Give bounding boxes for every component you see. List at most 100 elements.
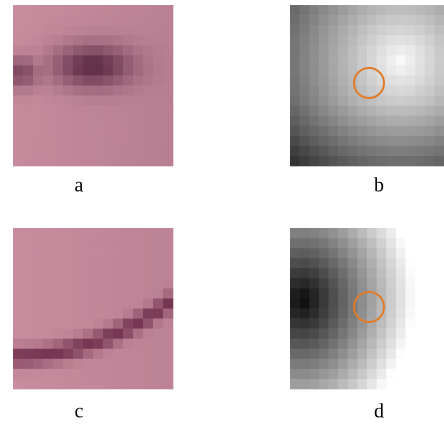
pixel <box>123 86 133 96</box>
pixel <box>93 298 103 308</box>
pixel <box>309 35 319 45</box>
pixel <box>406 35 416 45</box>
pixel <box>93 126 103 136</box>
pixel <box>113 298 123 308</box>
pixel <box>396 379 406 389</box>
pixel <box>300 25 310 35</box>
pixel <box>13 146 23 156</box>
pixel <box>73 116 83 126</box>
pixel <box>113 106 123 116</box>
pixel <box>396 5 406 15</box>
pixel <box>415 349 425 359</box>
pixel <box>133 379 143 389</box>
pixel <box>13 359 23 369</box>
pixel <box>43 5 53 15</box>
pixel <box>43 258 53 268</box>
pixel <box>103 349 113 359</box>
pixel <box>93 248 103 258</box>
pixel <box>386 359 396 369</box>
pixel <box>53 288 63 298</box>
pixel <box>300 309 310 319</box>
pixel <box>367 238 377 248</box>
pixel <box>415 146 425 156</box>
pixel <box>425 288 435 298</box>
pixel <box>309 329 319 339</box>
pixel <box>377 15 387 25</box>
pixel <box>415 45 425 55</box>
pixel <box>309 339 319 349</box>
pixel <box>319 278 329 288</box>
pixel <box>338 309 348 319</box>
panel-label: d <box>374 401 384 423</box>
pixel <box>425 359 435 369</box>
pixel <box>329 319 339 329</box>
pixel <box>23 298 33 308</box>
pixel <box>406 126 416 136</box>
pixel <box>309 156 319 166</box>
pixel <box>338 248 348 258</box>
pixel <box>367 349 377 359</box>
pixel <box>367 75 377 85</box>
pixel <box>33 86 43 96</box>
pixel <box>103 268 113 278</box>
pixel <box>367 146 377 156</box>
pixel <box>53 379 63 389</box>
pixel <box>83 86 93 96</box>
pixel <box>319 268 329 278</box>
pixel <box>300 15 310 25</box>
pixel <box>357 228 367 238</box>
pixel <box>386 278 396 288</box>
pixel <box>309 298 319 308</box>
pixel <box>386 298 396 308</box>
pixel <box>123 75 133 85</box>
pixel <box>33 379 43 389</box>
pixel <box>338 339 348 349</box>
pixel <box>113 359 123 369</box>
pixel <box>63 349 73 359</box>
pixel <box>63 248 73 258</box>
pixel <box>434 309 444 319</box>
pixel <box>153 288 163 298</box>
pixel <box>425 238 435 248</box>
pixel <box>23 288 33 298</box>
pixel <box>163 349 173 359</box>
pixel <box>133 106 143 116</box>
pixel <box>153 45 163 55</box>
pixel <box>113 156 123 166</box>
pixel <box>143 369 153 379</box>
pixel <box>434 116 444 126</box>
pixel <box>290 35 300 45</box>
pixel <box>396 238 406 248</box>
pixel <box>33 75 43 85</box>
pixel <box>309 126 319 136</box>
pixel <box>43 268 53 278</box>
pixel <box>133 15 143 25</box>
pixel <box>290 75 300 85</box>
pixel <box>367 156 377 166</box>
pixel <box>83 309 93 319</box>
pixel <box>123 5 133 15</box>
pixel <box>357 146 367 156</box>
pixel <box>406 329 416 339</box>
pixel <box>309 55 319 65</box>
pixel <box>93 369 103 379</box>
pixel <box>33 116 43 126</box>
pixel <box>348 25 358 35</box>
pixel <box>348 156 358 166</box>
pixel <box>357 45 367 55</box>
pixel <box>396 369 406 379</box>
pixel <box>377 349 387 359</box>
pixel <box>53 349 63 359</box>
pixel <box>23 369 33 379</box>
pixel <box>93 146 103 156</box>
pixel <box>300 288 310 298</box>
pixel <box>143 298 153 308</box>
pixel <box>329 45 339 55</box>
pixel <box>143 268 153 278</box>
pixel <box>63 116 73 126</box>
pixel <box>73 238 83 248</box>
pixel <box>143 116 153 126</box>
pixel <box>367 248 377 258</box>
pixel <box>103 379 113 389</box>
pixel <box>83 238 93 248</box>
